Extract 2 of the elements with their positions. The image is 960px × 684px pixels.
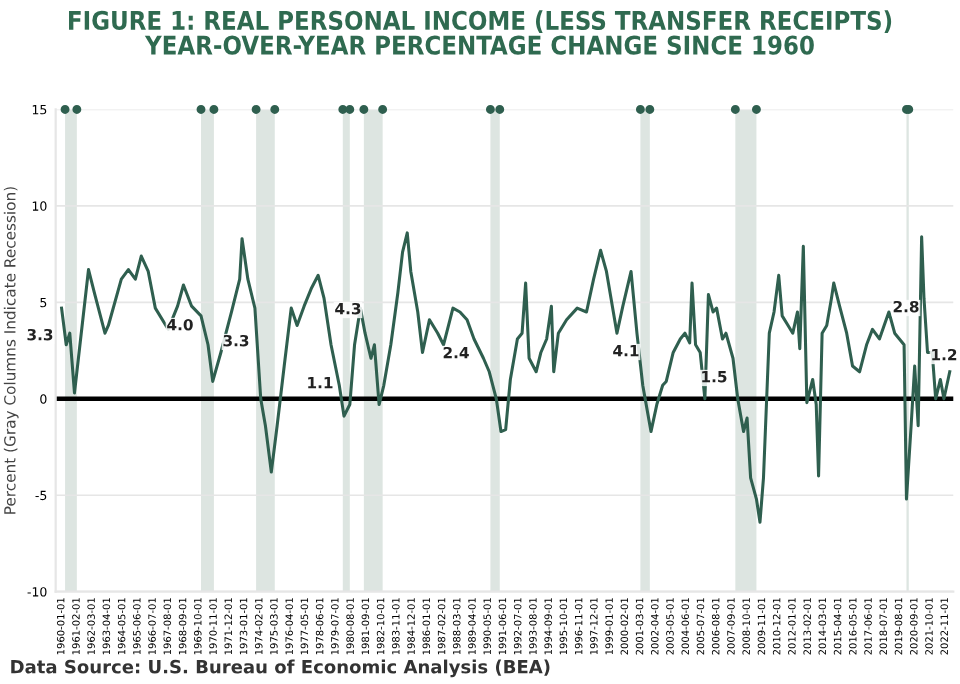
chart-title: FIGURE 1: REAL PERSONAL INCOME (LESS TRANSFER RECEIPTS) YEAR-OVER-YEAR PERCENTAGE CHANGE SINCE 1960 [69,10,892,55]
source-note: Data Source: U.S. Bureau of Economic Analysis (BEA) [11,659,550,678]
